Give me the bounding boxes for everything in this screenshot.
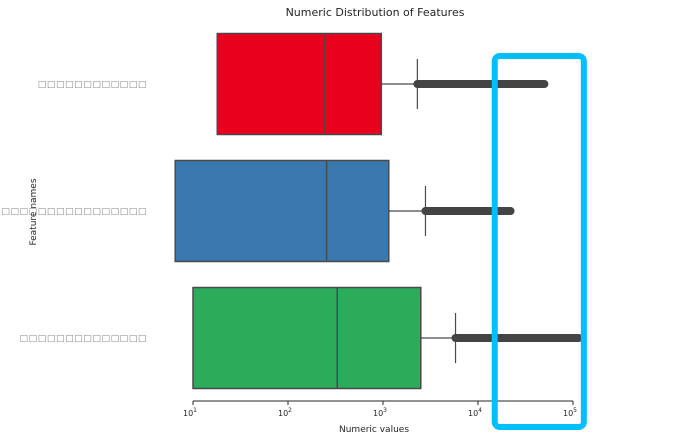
x-ticks: 101 102 103 104 105 [183, 401, 577, 418]
box-iqr [216, 32, 383, 136]
box-group [216, 32, 549, 136]
box-iqr [174, 159, 390, 263]
highlight-rectangle [491, 53, 587, 430]
y-tick-label: □□□□□□□□□□□□ [38, 80, 147, 90]
y-category-labels: □□□□□□□□□□□□□□□□□□□□□□□□□□□□□□□□□□□□□□□□… [1, 80, 147, 344]
x-tick-label: 103 [373, 407, 387, 418]
x-tick-label: 101 [183, 407, 197, 418]
box-group [174, 159, 515, 263]
x-tick-label: 105 [563, 407, 577, 418]
y-tick-label: □□□□□□□□□□□□□□ [20, 334, 147, 344]
box-group [192, 286, 583, 390]
x-axis-label: Numeric values [339, 425, 409, 435]
chart-title: Numeric Distribution of Features [286, 6, 465, 19]
y-tick-label: □□□□□□□□□□□□□□□□ [1, 207, 147, 217]
box-iqr [192, 286, 422, 390]
boxes-layer [174, 32, 583, 390]
x-tick-label: 102 [278, 407, 292, 418]
x-tick-label: 104 [468, 407, 482, 418]
y-axis-label: Feature names [29, 178, 39, 245]
